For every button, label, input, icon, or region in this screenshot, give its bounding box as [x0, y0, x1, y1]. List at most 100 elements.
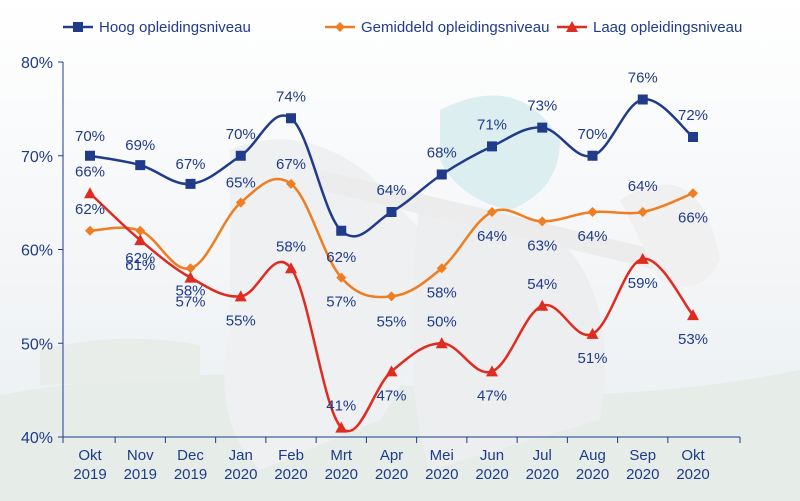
data-label: 66%	[75, 163, 105, 180]
x-tick-label-month: Mei	[430, 447, 454, 464]
data-point-marker	[536, 299, 549, 311]
data-label: 73%	[527, 98, 557, 115]
data-label: 55%	[376, 313, 406, 330]
data-label: 65%	[226, 175, 256, 192]
data-point-marker	[85, 225, 95, 236]
data-label: 62%	[326, 249, 356, 266]
data-label: 54%	[527, 276, 557, 293]
data-label: 62%	[125, 250, 155, 267]
data-label: 64%	[577, 228, 607, 245]
legend-marker	[73, 22, 83, 32]
y-tick-label: 60%	[21, 243, 53, 260]
data-point-marker	[235, 150, 246, 161]
data-point-marker	[135, 225, 146, 236]
data-point-marker	[487, 141, 497, 152]
data-point-marker	[688, 188, 698, 199]
data-label: 58%	[427, 284, 457, 301]
data-point-marker	[537, 122, 548, 133]
x-tick-label-year: 2020	[224, 466, 257, 483]
data-label: 47%	[376, 387, 406, 404]
data-label: 70%	[226, 126, 256, 143]
data-point-marker	[336, 225, 347, 236]
data-label: 61%	[125, 257, 155, 274]
data-point-marker	[688, 132, 698, 142]
data-point-marker	[235, 197, 246, 208]
data-point-marker	[336, 272, 347, 283]
data-point-marker	[637, 207, 648, 217]
x-tick-label-month: Apr	[380, 447, 403, 464]
x-tick-label-year: 2020	[425, 466, 458, 483]
x-tick-label-month: Jan	[229, 447, 253, 464]
data-point-marker	[586, 327, 599, 339]
data-label: 58%	[175, 282, 205, 299]
data-point-marker	[85, 150, 95, 161]
x-tick-label-month: Jun	[480, 447, 504, 464]
data-label: 41%	[326, 398, 356, 415]
data-point-marker	[386, 207, 397, 217]
x-tick-label-year: 2020	[325, 466, 358, 483]
data-label: 76%	[628, 70, 658, 87]
data-label: 47%	[477, 387, 507, 404]
x-tick-label-year: 2020	[676, 466, 709, 483]
data-point-marker	[636, 252, 649, 264]
data-point-marker	[185, 178, 196, 189]
legend-marker	[566, 21, 578, 32]
series-gemiddeld	[85, 177, 698, 302]
x-tick-label-month: Jul	[533, 447, 552, 464]
series-hoog	[85, 94, 698, 238]
series-laag	[84, 187, 699, 433]
data-label: 67%	[276, 156, 306, 173]
data-label: 57%	[175, 294, 205, 311]
data-label: 58%	[276, 238, 306, 255]
data-label: 70%	[75, 128, 105, 145]
data-label: 55%	[226, 312, 256, 329]
data-point-marker	[687, 309, 699, 321]
data-point-marker	[487, 207, 497, 217]
x-tick-label-month: Okt	[78, 447, 102, 464]
data-point-marker	[385, 365, 398, 377]
data-point-marker	[486, 365, 498, 377]
x-tick-label-month: Sep	[629, 447, 656, 464]
data-point-marker	[135, 160, 146, 171]
data-label: 51%	[577, 350, 607, 367]
data-label: 50%	[427, 313, 457, 330]
data-point-marker	[335, 421, 348, 433]
data-point-marker	[134, 234, 147, 246]
y-tick-label: 40%	[21, 430, 53, 447]
y-tick-label: 70%	[21, 149, 53, 166]
data-point-marker	[537, 216, 548, 227]
data-label: 64%	[376, 182, 406, 199]
data-point-marker	[286, 113, 296, 124]
data-point-marker	[286, 178, 296, 189]
x-tick-label-year: 2020	[375, 466, 408, 483]
x-tick-label-year: 2020	[475, 466, 508, 483]
x-tick-label-year: 2020	[576, 466, 609, 483]
data-label: 68%	[427, 145, 457, 162]
data-point-marker	[435, 337, 448, 349]
data-label: 63%	[527, 237, 557, 254]
data-label: 57%	[326, 294, 356, 311]
data-label: 64%	[477, 228, 507, 245]
data-label: 62%	[75, 201, 105, 218]
data-point-marker	[285, 262, 297, 274]
x-tick-label-year: 2019	[124, 466, 157, 483]
legend-marker	[335, 22, 345, 32]
data-label: 71%	[477, 116, 507, 133]
data-label: 74%	[276, 88, 306, 105]
data-label: 66%	[678, 209, 708, 226]
x-tick-label-month: Nov	[127, 447, 154, 464]
data-point-marker	[84, 187, 96, 199]
x-tick-label-month: Okt	[681, 447, 705, 464]
data-point-marker	[386, 291, 397, 302]
data-point-marker	[436, 263, 447, 274]
y-tick-label: 80%	[21, 55, 53, 72]
data-label: 64%	[628, 178, 658, 195]
data-label: 59%	[628, 275, 658, 292]
legend-label: Laag opleidingsniveau	[593, 19, 742, 36]
legend-label: Gemiddeld opleidingsniveau	[361, 19, 549, 36]
x-tick-label-year: 2020	[274, 466, 307, 483]
legend-label: Hoog opleidingsniveau	[99, 19, 251, 36]
x-tick-label-month: Mrt	[330, 447, 352, 464]
